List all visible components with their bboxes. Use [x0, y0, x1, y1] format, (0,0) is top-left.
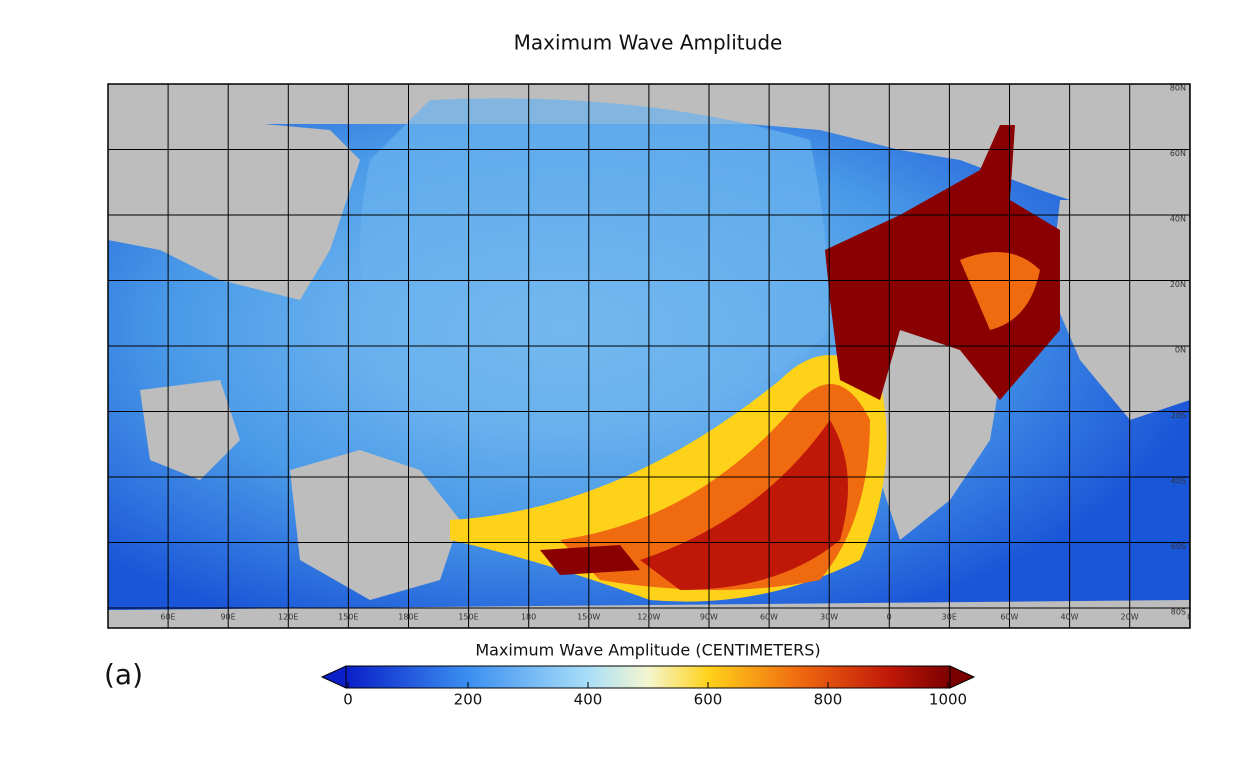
lon-label: 0 — [1187, 613, 1192, 622]
wave-source — [540, 545, 640, 575]
title: Maximum Wave Amplitude — [514, 31, 783, 55]
map: 80N 60N 40N 20N 0N 20S 40S 60S 80S 60E 90E 120E 150… — [108, 84, 1192, 628]
lat-label: 20S — [1171, 411, 1186, 420]
wave-source — [825, 125, 1060, 400]
basin — [360, 98, 830, 427]
lat-label: 60N — [1170, 149, 1186, 158]
colorbar-extend-low — [320, 665, 347, 689]
colorbar-tick-label: 400 — [574, 691, 603, 709]
lon-label: 40W — [1060, 613, 1078, 622]
lon-label: 20W — [1121, 613, 1139, 622]
lon-labels: 60E 90E 120E 150E 180E 150E 180 150W 120W 90W 60W 3… — [160, 613, 1192, 622]
lon-label: 30E — [942, 613, 957, 622]
lon-label: 60W — [760, 613, 778, 622]
colorbar-extend-high — [949, 665, 976, 689]
lat-label: 40S — [1171, 477, 1186, 486]
lon-label: 90E — [220, 613, 235, 622]
lat-label: 0N — [1175, 346, 1186, 355]
wave-swath — [640, 420, 848, 590]
graticule — [108, 84, 1190, 628]
lon-label: 150E — [458, 613, 478, 622]
lat-label: 80S — [1171, 608, 1186, 617]
map-frame — [107, 83, 1191, 629]
lon-label: 180E — [398, 613, 418, 622]
lon-label: 60W — [1000, 613, 1018, 622]
land — [140, 380, 240, 480]
lon-label: 60E — [160, 613, 175, 622]
land — [290, 450, 460, 600]
land — [1050, 200, 1190, 420]
lon-label: 30W — [820, 613, 838, 622]
colorbar-label: Maximum Wave Amplitude (CENTIMETERS) — [475, 641, 820, 660]
lon-label: 180 — [521, 613, 536, 622]
land — [108, 120, 360, 300]
colorbar-tick-label: 0 — [343, 691, 353, 709]
lat-labels: 80N 60N 40N 20N 0N 20S 40S 60S 80S — [1170, 84, 1186, 617]
lon-label: 120W — [637, 613, 660, 622]
colorbar-tick-label: 1000 — [929, 691, 967, 709]
lat-label: 80N — [1170, 84, 1186, 93]
lat-label: 20N — [1170, 280, 1186, 289]
lon-label: 90W — [700, 613, 718, 622]
colorbar-ticks: 0 200 400 600 800 1000 — [343, 682, 967, 709]
lon-label: 150W — [577, 613, 600, 622]
lon-label: 0 — [887, 613, 892, 622]
lon-label: 150E — [338, 613, 358, 622]
wave-swath — [960, 252, 1040, 330]
lon-label: 120E — [278, 613, 298, 622]
colorbar — [345, 665, 951, 689]
colorbar-tick-label: 200 — [454, 691, 483, 709]
colorbar-tick-label: 600 — [694, 691, 723, 709]
panel-label: (a) — [104, 658, 143, 691]
lat-label: 60S — [1171, 542, 1186, 551]
colorbar-tick-label: 800 — [814, 691, 843, 709]
lat-label: 40N — [1170, 215, 1186, 224]
